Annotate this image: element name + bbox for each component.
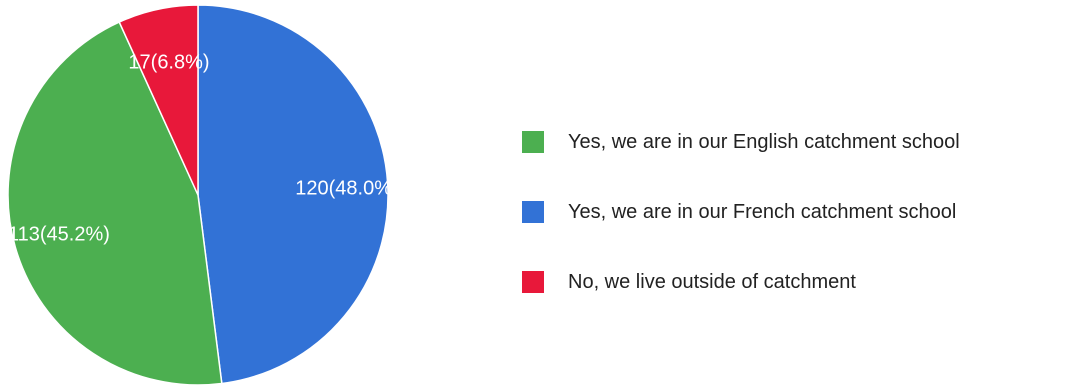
pie-slice-outside	[118, 4, 199, 196]
slice-label-outside: 17(6.8%)	[128, 51, 209, 73]
legend-label-french: Yes, we are in our French catchment scho…	[568, 200, 957, 223]
legend: Yes, we are in our English catchment sch…	[522, 130, 1062, 340]
legend-item-french: Yes, we are in our French catchment scho…	[522, 200, 1062, 224]
legend-label-outside: No, we live outside of catchment	[568, 270, 856, 293]
legend-item-outside: No, we live outside of catchment	[522, 270, 1062, 294]
legend-swatch-english	[522, 131, 544, 153]
slice-label-english: 113(45.2%)	[8, 223, 110, 245]
pie-slice-french	[197, 4, 389, 385]
pie-slice-english	[7, 21, 223, 385]
pie-plot: 120(48.0% 113(45.2%) 17(6.8%)	[7, 4, 392, 385]
legend-item-english: Yes, we are in our English catchment sch…	[522, 130, 1062, 154]
legend-swatch-french	[522, 201, 544, 223]
legend-label-english: Yes, we are in our English catchment sch…	[568, 130, 960, 153]
legend-swatch-outside	[522, 271, 544, 293]
slice-label-french: 120(48.0%	[295, 177, 392, 199]
